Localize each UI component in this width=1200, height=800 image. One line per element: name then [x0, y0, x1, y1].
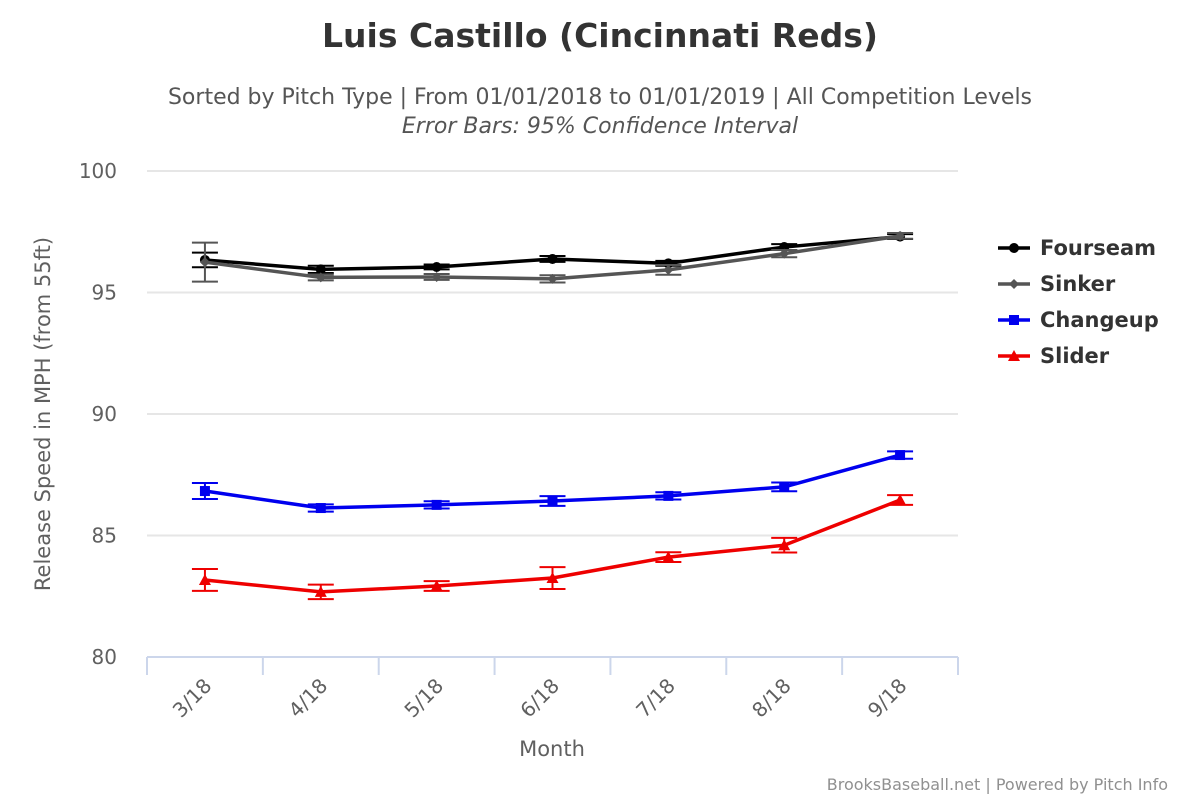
y-axis-title: Release Speed in MPH (from 55ft): [31, 237, 55, 591]
data-point-changeup[interactable]: [547, 495, 558, 506]
series-sinker: [191, 230, 914, 284]
legend: Fourseam Sinker Changeup Slider: [998, 236, 1159, 368]
legend-label: Fourseam: [1040, 236, 1156, 260]
series-fourseam: [191, 231, 914, 275]
data-point-slider[interactable]: [778, 539, 791, 551]
x-axis-title: Month: [519, 737, 585, 761]
data-point-slider[interactable]: [662, 551, 675, 563]
y-tick-label: 80: [92, 645, 117, 669]
data-point-sinker[interactable]: [663, 264, 674, 275]
x-tick-label: 8/18: [747, 674, 796, 723]
x-axis: 3/18 4/18 5/18 6/18 7/18 8/18 9/18: [146, 656, 959, 723]
x-tick-label: 3/18: [168, 674, 217, 723]
x-tick-label: 5/18: [399, 674, 448, 723]
y-axis-ticks: 80 85 90 95 100: [79, 159, 117, 669]
data-point-fourseam[interactable]: [431, 261, 442, 272]
data-point-sinker[interactable]: [895, 230, 906, 241]
y-tick-label: 85: [92, 524, 117, 548]
x-tick-label: 6/18: [515, 674, 564, 723]
data-point-changeup[interactable]: [895, 450, 906, 461]
y-tick-label: 95: [92, 281, 117, 305]
x-tick-label: 7/18: [631, 674, 680, 723]
series-changeup: [191, 450, 914, 514]
grid: [147, 170, 958, 537]
legend-label: Changeup: [1040, 308, 1159, 332]
data-point-fourseam[interactable]: [547, 253, 558, 264]
credits[interactable]: BrooksBaseball.net | Powered by Pitch In…: [827, 775, 1168, 794]
data-point-slider[interactable]: [314, 585, 327, 597]
data-point-changeup[interactable]: [199, 486, 210, 497]
legend-item-sinker[interactable]: Sinker: [998, 272, 1116, 296]
data-point-changeup[interactable]: [431, 499, 442, 510]
data-point-changeup[interactable]: [315, 503, 326, 514]
y-tick-label: 100: [79, 159, 117, 183]
data-point-slider[interactable]: [546, 572, 559, 584]
legend-diamond-icon: [1009, 279, 1019, 289]
chart-subtitle-error-bars: Error Bars: 95% Confidence Interval: [402, 114, 798, 139]
legend-label: Sinker: [1040, 272, 1116, 296]
data-point-changeup[interactable]: [779, 481, 790, 492]
data-point-sinker[interactable]: [199, 257, 210, 268]
x-tick-label: 9/18: [863, 674, 912, 723]
y-tick-label: 90: [92, 402, 117, 426]
x-tick-label: 4/18: [284, 674, 333, 723]
series-group: [191, 230, 914, 601]
legend-item-changeup[interactable]: Changeup: [998, 308, 1159, 332]
data-point-sinker[interactable]: [779, 248, 790, 259]
legend-item-slider[interactable]: Slider: [998, 344, 1110, 368]
legend-circle-icon: [1009, 243, 1019, 253]
data-point-slider[interactable]: [894, 494, 907, 506]
series-slider: [191, 494, 914, 601]
chart-subtitle: Sorted by Pitch Type | From 01/01/2018 t…: [168, 85, 1032, 110]
data-point-slider[interactable]: [430, 580, 443, 592]
chart-title: Luis Castillo (Cincinnati Reds): [322, 16, 878, 55]
legend-item-fourseam[interactable]: Fourseam: [998, 236, 1156, 260]
data-point-fourseam[interactable]: [315, 264, 326, 275]
legend-triangle-icon: [1008, 350, 1020, 361]
data-point-changeup[interactable]: [663, 490, 674, 501]
legend-square-icon: [1009, 315, 1019, 325]
data-point-sinker[interactable]: [431, 271, 442, 282]
data-point-slider[interactable]: [198, 573, 211, 585]
data-point-sinker[interactable]: [315, 272, 326, 283]
data-point-sinker[interactable]: [547, 273, 558, 284]
legend-label: Slider: [1040, 344, 1110, 368]
